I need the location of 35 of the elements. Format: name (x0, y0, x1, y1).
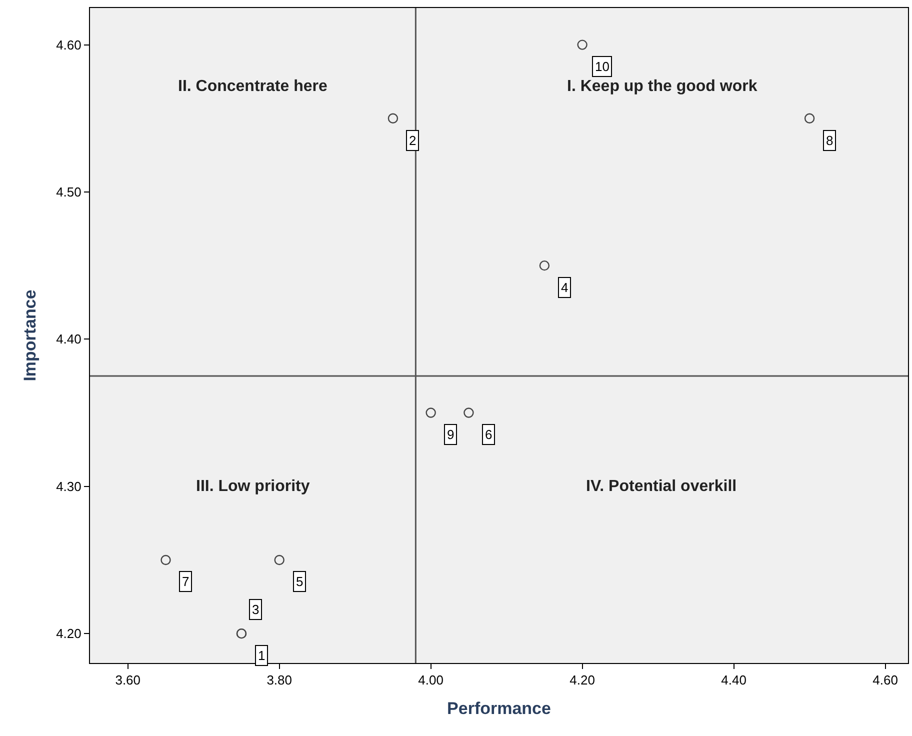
point (388, 113, 398, 124)
annotation: II. Concentrate here (178, 78, 328, 95)
point (426, 408, 436, 418)
annotation: III. Low priority (196, 478, 310, 495)
annotation: 3 (252, 602, 260, 617)
point (274, 554, 284, 566)
point (464, 408, 474, 418)
annotation: 5 (296, 574, 304, 589)
annotation: 8 (826, 133, 834, 148)
x-axis-title: Performance (447, 699, 551, 718)
annotation: IV. Potential overkill (586, 478, 737, 495)
point (804, 113, 815, 124)
y-tick-label: 4.20 (56, 626, 82, 642)
annotation: 4 (561, 280, 568, 295)
y-axis-title: Importance (20, 290, 40, 382)
point (539, 260, 550, 271)
y-tick-label: 4.50 (56, 184, 82, 200)
point (577, 40, 588, 50)
x-tick-label: 4.20 (570, 672, 595, 688)
x-tick-label: 4.00 (418, 672, 444, 688)
annotation: I. Keep up the good work (567, 78, 758, 95)
y-tick-label: 4.40 (56, 332, 82, 347)
annotation: 1 (258, 648, 266, 663)
y-tick-label: 4.30 (56, 478, 82, 494)
x-tick-label: 3.60 (115, 672, 141, 688)
x-tick-label: 4.40 (721, 672, 746, 688)
annotation: 10 (595, 59, 610, 74)
annotation: 6 (485, 427, 492, 442)
annotation: 9 (447, 427, 454, 442)
annotation: 2 (409, 133, 416, 148)
point (160, 554, 171, 566)
annotation: 7 (182, 574, 190, 589)
x-tick-label: 3.80 (266, 672, 292, 688)
y-tick-label: 4.60 (56, 37, 82, 52)
x-tick-label: 4.60 (872, 672, 898, 688)
